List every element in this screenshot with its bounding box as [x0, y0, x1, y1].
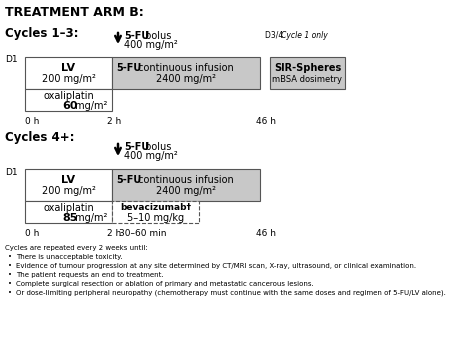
Text: bolus: bolus [142, 31, 171, 41]
Text: •: • [8, 254, 12, 260]
Text: 30–60 min: 30–60 min [119, 228, 166, 238]
Bar [25, 57, 112, 89]
Text: 2400 mg/m²: 2400 mg/m² [156, 74, 216, 84]
Text: oxaliplatin: oxaliplatin [43, 91, 94, 101]
Text: 0 h: 0 h [25, 117, 40, 125]
Text: Cycle 1 only: Cycle 1 only [281, 31, 328, 40]
Text: There is unacceptable toxicity.: There is unacceptable toxicity. [16, 254, 122, 260]
Text: 2 h: 2 h [107, 117, 121, 125]
Text: 60: 60 [63, 101, 78, 111]
Text: 5-FU: 5-FU [124, 31, 149, 41]
Text: D3/4: D3/4 [265, 31, 286, 40]
Text: Cycles 1–3:: Cycles 1–3: [5, 26, 78, 40]
Text: mg/m²: mg/m² [72, 213, 108, 223]
Text: 400 mg/m²: 400 mg/m² [124, 151, 178, 161]
Bar [112, 169, 260, 201]
Text: The patient requests an end to treatment.: The patient requests an end to treatment… [16, 272, 164, 278]
Bar [112, 201, 199, 223]
Text: 2 h: 2 h [107, 228, 121, 238]
Text: mBSA dosimetry: mBSA dosimetry [273, 74, 342, 83]
Text: 46 h: 46 h [256, 228, 276, 238]
Text: D1: D1 [5, 55, 18, 64]
Text: Or dose-limiting peripheral neuropathy (chemotherapy must continue with the same: Or dose-limiting peripheral neuropathy (… [16, 290, 446, 296]
Text: 5-FU: 5-FU [116, 175, 141, 185]
Text: TREATMENT ARM B:: TREATMENT ARM B: [5, 6, 144, 20]
Text: Cycles 4+:: Cycles 4+: [5, 131, 75, 145]
Text: •: • [8, 281, 12, 287]
Text: 85: 85 [63, 213, 78, 223]
Text: •: • [8, 272, 12, 278]
Text: 46 h: 46 h [256, 117, 276, 125]
Bar [25, 169, 112, 201]
Text: 5-FU: 5-FU [124, 142, 149, 152]
Text: •: • [8, 263, 12, 269]
Text: mg/m²: mg/m² [72, 101, 108, 111]
Text: Evidence of tumour progression at any site determined by CT/MRI scan, X-ray, ult: Evidence of tumour progression at any si… [16, 263, 416, 269]
Text: 200 mg/m²: 200 mg/m² [41, 186, 95, 196]
Text: LV: LV [62, 63, 76, 73]
Text: bolus: bolus [142, 142, 171, 152]
Text: 400 mg/m²: 400 mg/m² [124, 40, 178, 50]
Text: continuous infusion: continuous infusion [135, 175, 234, 185]
Text: Cycles are repeated every 2 weeks until:: Cycles are repeated every 2 weeks until: [5, 245, 148, 251]
Text: Complete surgical resection or ablation of primary and metastatic cancerous lesi: Complete surgical resection or ablation … [16, 281, 314, 287]
Text: 5–10 mg/kg: 5–10 mg/kg [127, 213, 184, 223]
Text: D1: D1 [5, 168, 18, 177]
Text: 0 h: 0 h [25, 228, 40, 238]
Text: bevacizumab†: bevacizumab† [120, 203, 191, 213]
Bar [112, 57, 260, 89]
Text: continuous infusion: continuous infusion [135, 63, 234, 73]
Bar [25, 89, 112, 111]
Text: 200 mg/m²: 200 mg/m² [41, 74, 95, 84]
Text: SIR-Spheres: SIR-Spheres [274, 63, 341, 73]
Bar [25, 201, 112, 223]
Text: •: • [8, 290, 12, 296]
Text: oxaliplatin: oxaliplatin [43, 203, 94, 213]
Text: LV: LV [62, 175, 76, 185]
Bar [270, 57, 345, 89]
Text: 2400 mg/m²: 2400 mg/m² [156, 186, 216, 196]
Text: 5-FU: 5-FU [116, 63, 141, 73]
